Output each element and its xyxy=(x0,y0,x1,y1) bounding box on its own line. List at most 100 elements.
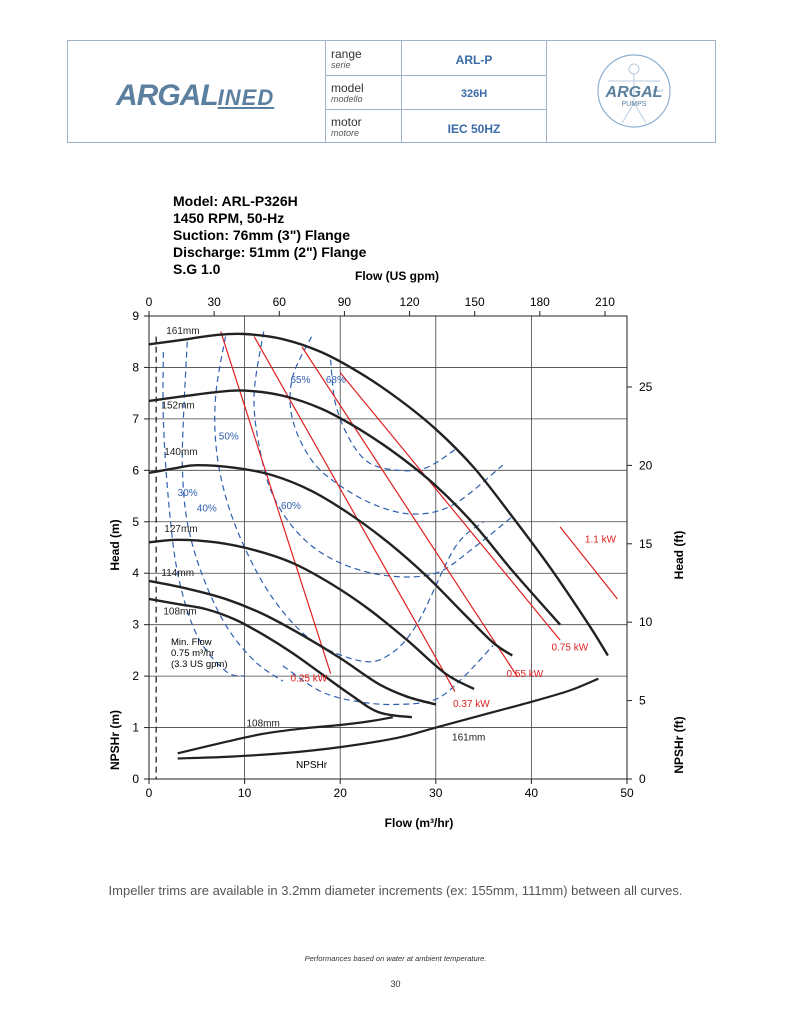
page-number: 30 xyxy=(390,979,401,989)
x2-tick-label: 120 xyxy=(400,295,420,309)
npshr-curves xyxy=(177,677,599,760)
x2-tick-label: 60 xyxy=(273,295,287,309)
x-tick-label: 0 xyxy=(146,786,153,800)
npshr-curve xyxy=(177,677,599,760)
y-axis-label-lower: NPSHr (m) xyxy=(108,710,122,770)
chart-title-line-2: 1450 RPM, 50-Hz xyxy=(173,210,284,226)
y-tick-label: 9 xyxy=(132,309,139,323)
npshr-curve-label: 161mm xyxy=(452,732,485,743)
y-tick-label: 2 xyxy=(132,669,139,683)
svg-text:PUMPS: PUMPS xyxy=(622,101,647,108)
impeller-curve xyxy=(148,597,413,719)
power-line xyxy=(220,331,332,674)
argalined-logo: ARGALINED xyxy=(116,79,275,112)
x2-tick-label: 30 xyxy=(207,295,221,309)
impeller-curve-label: 161mm xyxy=(166,326,199,337)
model-label: model modello xyxy=(331,81,364,104)
y2-tick-label: 25 xyxy=(639,380,653,394)
efficiency-curve xyxy=(214,336,485,663)
impeller-curve-label: 127mm xyxy=(164,524,197,535)
efficiency-curve xyxy=(282,644,494,706)
model-value: 326H xyxy=(460,88,488,100)
min-flow-note-3: (3.3 US gpm) xyxy=(171,659,228,670)
x2-tick-label: 90 xyxy=(338,295,352,309)
efficiency-curves xyxy=(162,331,513,706)
npshr-curve-label: NPSHr xyxy=(296,760,328,771)
chart-title-line-1: Model: ARL-P326H xyxy=(173,193,298,209)
motor-label: motor motore xyxy=(331,115,362,138)
range-label: range serie xyxy=(331,47,362,70)
y2-tick-label: 10 xyxy=(639,615,653,629)
power-line-label: 0.37 kW xyxy=(453,699,490,710)
efficiency-curve-label: 40% xyxy=(197,503,217,514)
impeller-curve-label: 140mm xyxy=(164,447,197,458)
power-line-label: 1.1 kW xyxy=(585,534,617,545)
power-line-label: 0.55 kW xyxy=(507,669,544,680)
efficiency-curve xyxy=(289,336,504,515)
y-tick-label: 5 xyxy=(132,515,139,529)
svg-text:ARGAL: ARGAL xyxy=(605,84,663,101)
impeller-curve xyxy=(148,538,475,691)
y2-tick-label: 5 xyxy=(639,694,646,708)
efficiency-curve-label: 65% xyxy=(290,375,310,386)
y-tick-label: 3 xyxy=(132,618,139,632)
impeller-curve-label: 108mm xyxy=(163,606,196,617)
curve-labels: 161mm 152mm 140mm 127mm 114mm 108mm 30% 40% 50% 6… xyxy=(161,326,616,743)
impeller-curve xyxy=(148,463,513,657)
x-tick-label: 30 xyxy=(429,786,443,800)
y-tick-label: 7 xyxy=(132,412,139,426)
x2-tick-label: 0 xyxy=(146,295,153,309)
efficiency-curve-label: 60% xyxy=(281,501,301,512)
motor-value: IEC 50HZ xyxy=(447,122,501,136)
x-tick-label: 20 xyxy=(334,786,348,800)
y2-tick-label: 15 xyxy=(639,537,653,551)
npshr-curve xyxy=(177,716,393,755)
power-line xyxy=(301,346,518,677)
y-tick-label: 4 xyxy=(132,566,139,580)
chart-title-line-4: Discharge: 51mm (2") Flange xyxy=(173,244,367,260)
x-axis-label: Flow (m³/hr) xyxy=(385,816,454,830)
performance-footnote: Performances based on water at ambient t… xyxy=(304,954,487,963)
svg-text:ITALY: ITALY xyxy=(653,88,664,93)
x-tick-label: 10 xyxy=(238,786,252,800)
x-tick-label: 50 xyxy=(620,786,634,800)
impeller-curve xyxy=(148,579,437,706)
y-tick-label: 8 xyxy=(132,360,139,374)
impeller-curve-label: 114mm xyxy=(161,568,194,579)
chart-title-line-3: Suction: 76mm (3") Flange xyxy=(173,227,350,243)
x2-tick-label: 150 xyxy=(465,295,485,309)
range-value: ARL-P xyxy=(455,53,493,67)
plot-frame xyxy=(148,315,628,780)
y2-axis-label: Head (ft) xyxy=(672,531,686,580)
power-line-label: 0.25 kW xyxy=(290,673,327,684)
power-line xyxy=(559,526,618,600)
efficiency-curve xyxy=(330,359,456,472)
x2-axis-label: Flow (US gpm) xyxy=(355,269,439,283)
y2-tick-label: 20 xyxy=(639,458,653,472)
efficiency-curve-label: 30% xyxy=(178,488,198,499)
chart-title-line-5: S.G 1.0 xyxy=(173,261,221,277)
y-axis-label: Head (m) xyxy=(108,519,122,570)
power-line xyxy=(339,372,561,641)
efficiency-curve xyxy=(181,341,284,682)
impeller-curve xyxy=(148,389,561,626)
power-line-label: 0.75 kW xyxy=(551,642,588,653)
x-tick-label: 40 xyxy=(525,786,539,800)
min-flow-note-1: Min. Flow xyxy=(171,637,212,648)
x2-tick-label: 180 xyxy=(530,295,550,309)
grid-lines xyxy=(148,315,628,780)
y-tick-label: 0 xyxy=(132,772,139,786)
header-table: ARGALINED range serie model modello motor m… xyxy=(67,40,716,143)
impeller-curves xyxy=(148,332,609,719)
efficiency-curve xyxy=(162,352,245,677)
y-tick-label: 1 xyxy=(132,721,139,735)
npshr-curve-label: 108mm xyxy=(247,719,280,730)
efficiency-curve-label: 50% xyxy=(219,431,239,442)
argal-pumps-logo: ARGAL PUMPS ITALY xyxy=(597,54,671,128)
pump-performance-chart: Model: ARL-P326H 1450 RPM, 50-Hz Suction… xyxy=(108,193,686,830)
impeller-curve xyxy=(148,332,609,657)
y-tick-label: 6 xyxy=(132,463,139,477)
impeller-trim-note: Impeller trims are available in 3.2mm di… xyxy=(108,883,683,898)
y2-tick-label: 0 xyxy=(639,772,646,786)
